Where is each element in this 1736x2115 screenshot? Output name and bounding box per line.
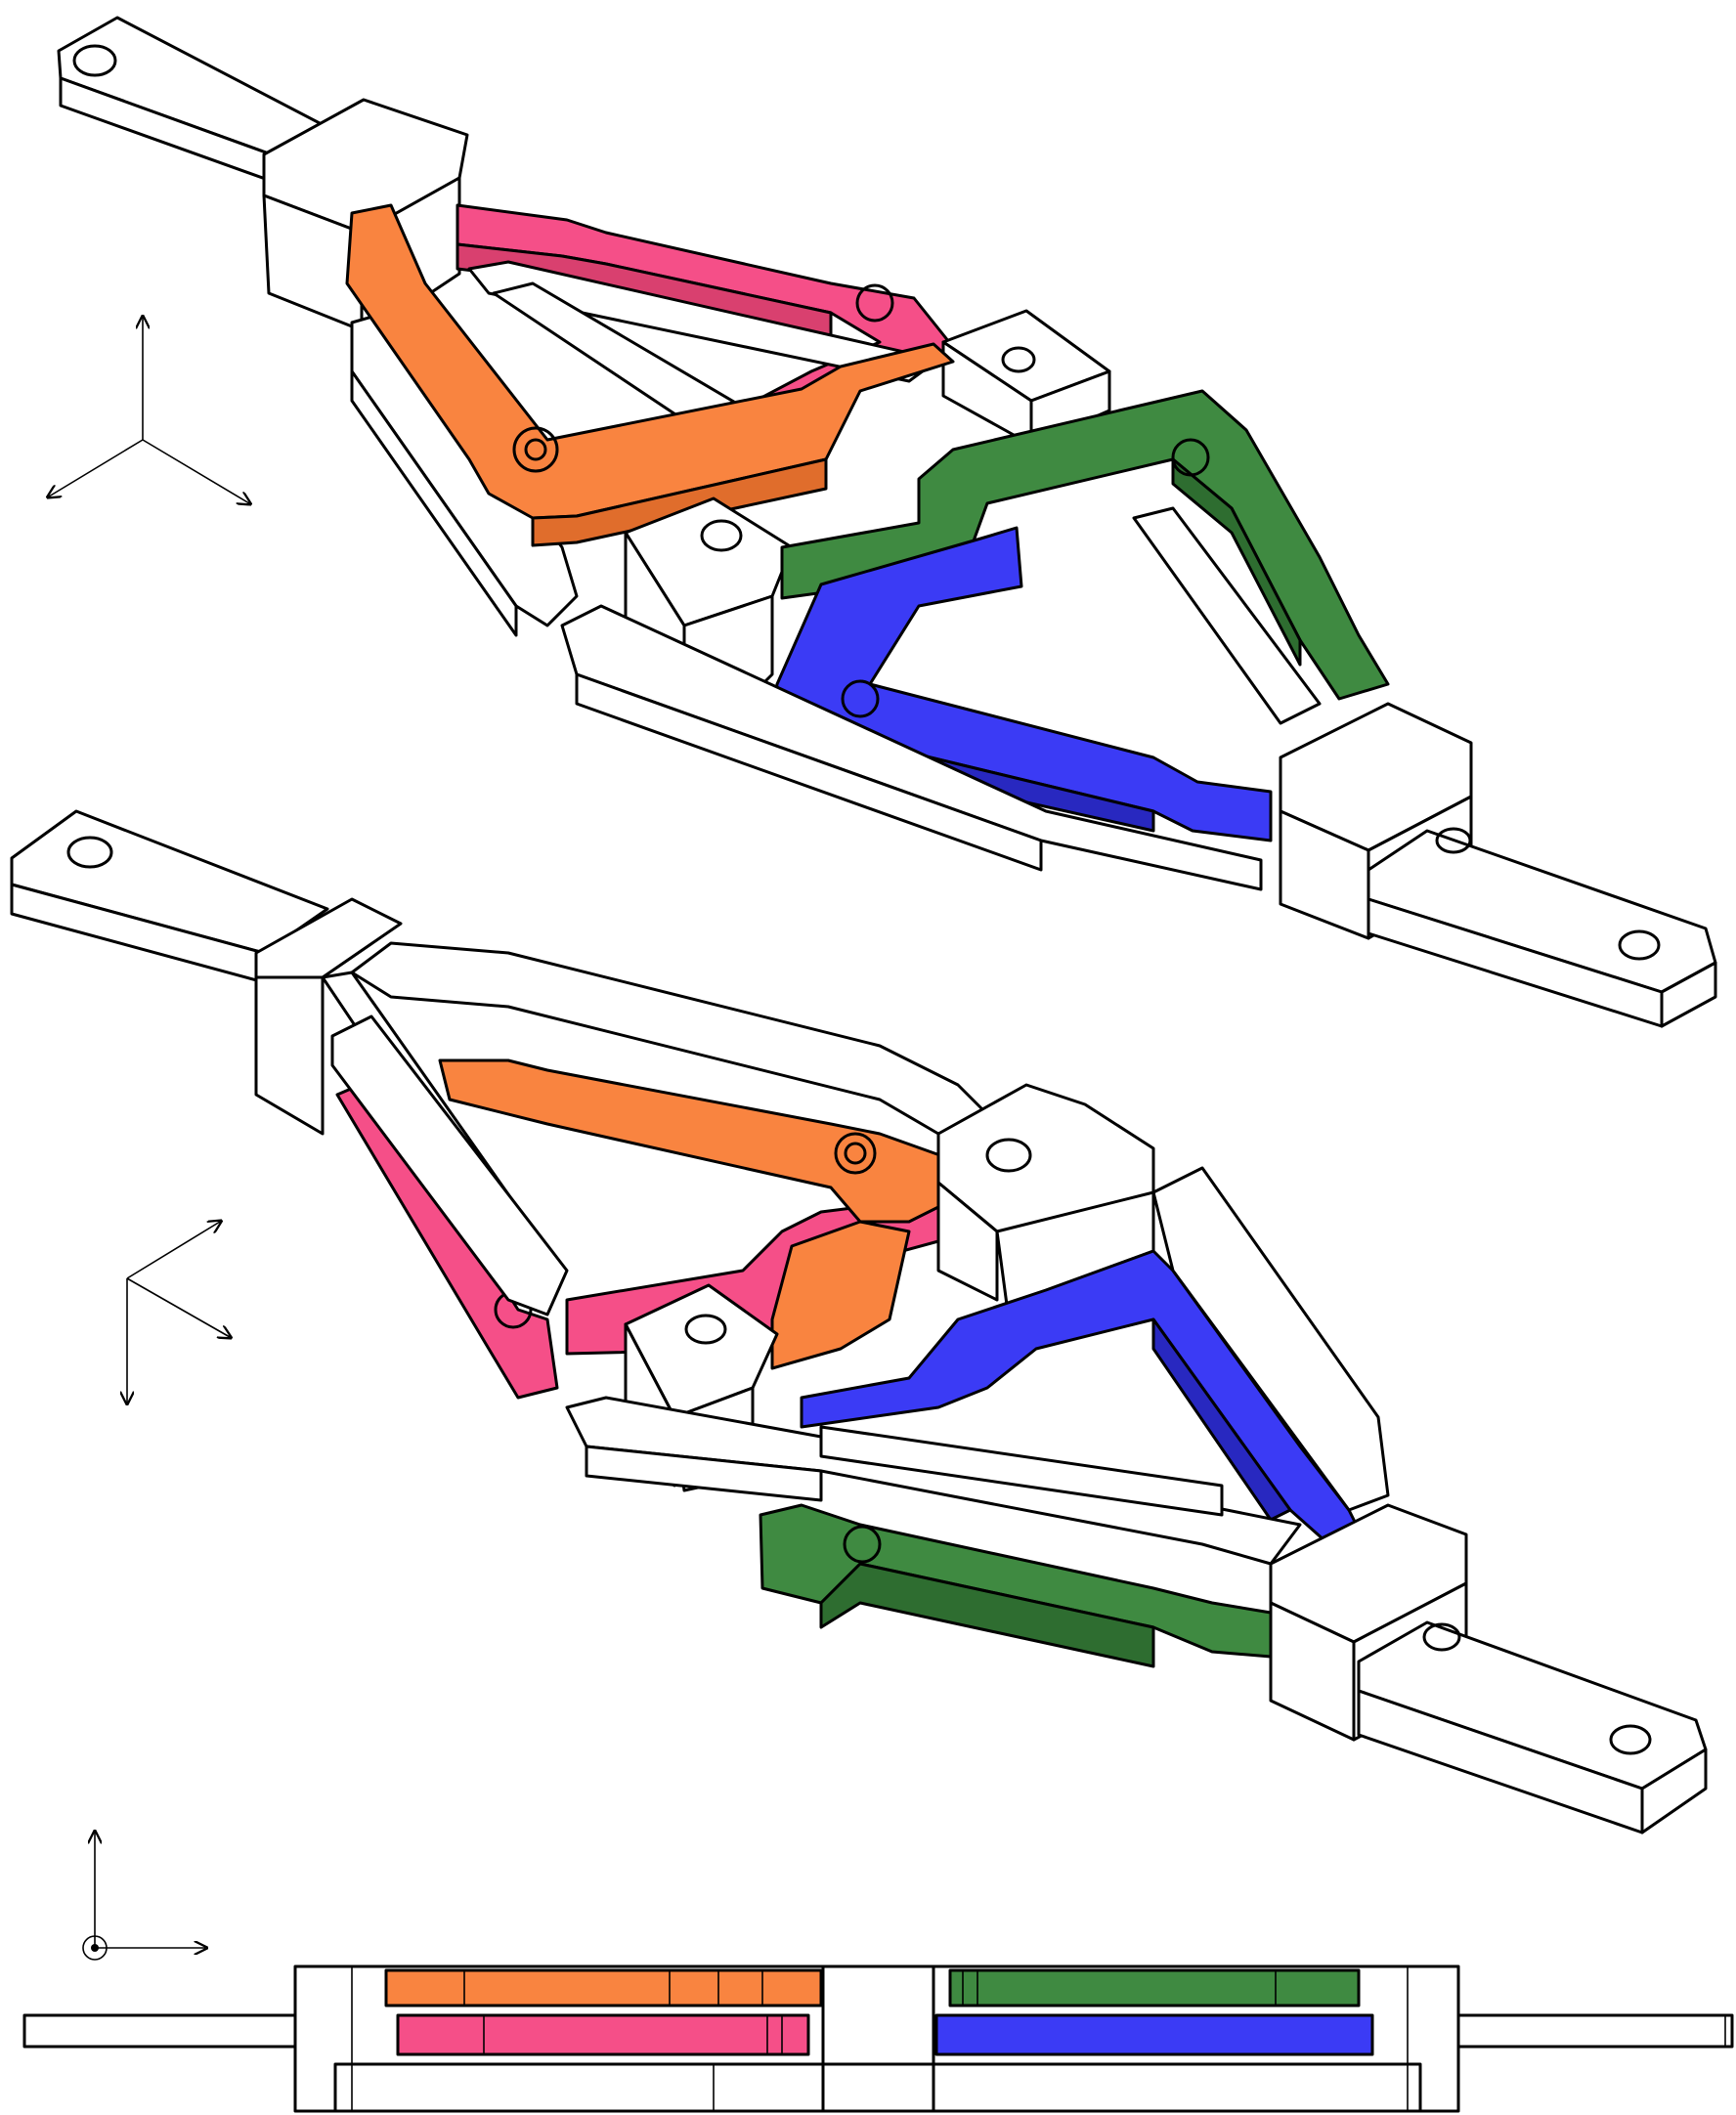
frame-right-middle-top	[1132, 506, 1322, 725]
axis-triad-bottom	[127, 1222, 230, 1403]
mounting-hole-icon	[1618, 929, 1661, 961]
right-hub-block-bottom	[1269, 1503, 1468, 1742]
green-link-top	[780, 389, 1390, 701]
axis-triad-top	[49, 318, 249, 503]
side-view	[22, 1833, 1734, 2113]
side-orange-link	[384, 1968, 823, 2007]
side-pink-link	[396, 2013, 810, 2056]
isometric-view-top	[49, 16, 1717, 1028]
orange-link-top	[345, 203, 955, 547]
side-detail-lines	[351, 1966, 1726, 2111]
right-mounting-tab-bottom	[1357, 1620, 1708, 1834]
orange-link-bottom	[438, 1058, 960, 1370]
out-of-plane-dot-icon	[82, 1935, 108, 1961]
mounting-hole-icon	[72, 44, 117, 77]
side-lower-bar	[333, 2062, 1422, 2113]
axis-triad-side	[82, 1833, 205, 1961]
mounting-hole-icon	[66, 836, 113, 869]
side-green-link	[948, 1968, 1361, 2007]
mounting-hole-icon	[985, 1138, 1032, 1173]
right-mounting-tab-top	[1367, 827, 1717, 1028]
mounting-hole-icon	[1435, 827, 1472, 854]
out-of-plane-dot-center	[91, 1944, 99, 1952]
mounting-hole-icon	[700, 519, 743, 552]
left-hub-block-bottom	[254, 897, 403, 1136]
mounting-hole-icon	[1001, 346, 1036, 373]
isometric-view-bottom	[10, 809, 1708, 1834]
mounting-hole-icon	[684, 1314, 727, 1345]
mounting-hole-icon	[1422, 1622, 1461, 1652]
frame-strip-lower-right-top	[560, 604, 1263, 891]
frame-strip-lower-left-face-top	[350, 369, 518, 637]
frame-diag-left-bottom	[330, 1014, 569, 1316]
mounting-hole-icon	[1609, 1724, 1652, 1755]
frame-diag-right-bottom	[1151, 1166, 1390, 1512]
center-block-bottom	[936, 1083, 1155, 1307]
side-blue-link	[934, 2013, 1374, 2056]
